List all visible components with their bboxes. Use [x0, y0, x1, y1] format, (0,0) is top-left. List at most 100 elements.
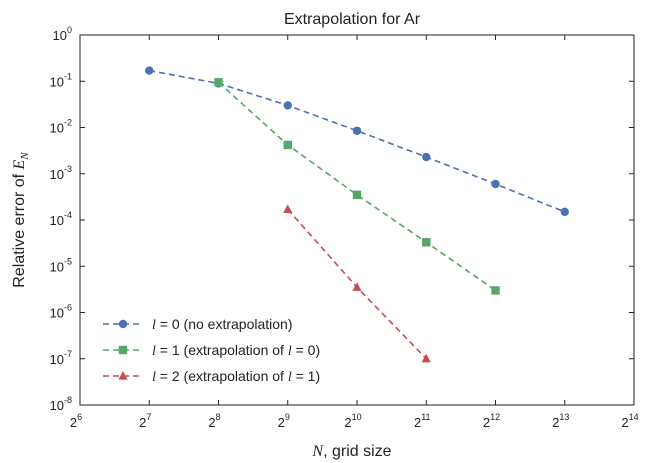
y-tick-exponent: -2 [64, 118, 72, 128]
x-tick-base: 2 [621, 415, 628, 430]
x-tick-exponent: 14 [629, 412, 639, 422]
x-tick-exponent: 10 [352, 412, 362, 422]
y-tick-exponent: 0 [67, 25, 72, 35]
y-tick-label: 10-8 [50, 395, 72, 413]
y-tick-exponent: -8 [64, 395, 72, 405]
x-tick-exponent: 11 [421, 412, 430, 422]
x-tick-label: 210 [344, 412, 361, 430]
x-tick-exponent: 13 [559, 412, 569, 422]
legend-label-part: l [152, 344, 156, 359]
y-tick-exponent: -5 [64, 256, 72, 266]
series-1 [214, 78, 500, 295]
x-tick-label: 28 [208, 412, 220, 430]
legend-label-part: l [288, 370, 292, 385]
y-tick-label: 10-1 [50, 71, 72, 89]
x-tick-label: 26 [70, 412, 82, 430]
legend-label: l = 1 (extrapolation of l = 0) [152, 342, 320, 359]
legend-label-part: (extrapolation of [180, 368, 288, 384]
y-axis-label-symbol: E [11, 159, 28, 170]
data-point [421, 353, 431, 363]
legend-label-part: (extrapolation of [180, 342, 288, 358]
legend-label-part: l [152, 318, 156, 333]
y-tick-base: 10 [53, 28, 67, 43]
x-tick-base: 2 [552, 415, 559, 430]
legend-label-part: = 1 [156, 342, 180, 358]
data-point [214, 78, 223, 87]
y-tick-exponent: -6 [64, 303, 72, 313]
data-point [422, 238, 431, 247]
x-tick-base: 2 [344, 415, 351, 430]
y-tick-label: 10-6 [50, 303, 72, 321]
y-tick-label: 10-7 [50, 349, 72, 367]
y-tick-base: 10 [50, 398, 64, 413]
y-tick-base: 10 [50, 259, 64, 274]
x-axis-label: N, grid size [311, 443, 391, 460]
series-layer [145, 66, 569, 363]
data-point [560, 207, 569, 217]
y-tick-label: 10-4 [50, 210, 72, 228]
y-tick-base: 10 [50, 167, 64, 182]
data-point [352, 282, 362, 291]
x-tick-label: 213 [552, 412, 569, 430]
legend-label-part: = 2 [156, 368, 180, 384]
x-axis-label-symbol: N [311, 443, 324, 460]
x-tick-label: 27 [139, 412, 151, 430]
y-tick-exponent: -4 [64, 210, 72, 220]
legend-label: l = 2 (extrapolation of l = 1) [152, 368, 320, 385]
y-tick-exponent: -1 [64, 71, 72, 81]
series-2 [283, 204, 431, 363]
y-tick-exponent: -3 [64, 164, 72, 174]
legend-label-part: = 0 [156, 316, 180, 332]
data-point [283, 204, 293, 213]
x-tick-base: 2 [483, 415, 490, 430]
legend-item: l = 0 (no extrapolation) [103, 316, 292, 333]
y-axis-label-text: Relative error of [11, 169, 28, 287]
y-tick-base: 10 [50, 352, 64, 367]
y-axis-label: Relative error of EN [11, 152, 31, 288]
legend: l = 0 (no extrapolation)l = 1 (extrapola… [103, 316, 320, 385]
legend-label-part: = 0) [292, 342, 320, 358]
data-point [283, 101, 292, 110]
x-tick-base: 2 [70, 415, 77, 430]
y-tick-base: 10 [50, 121, 64, 136]
legend-label-part: l [152, 370, 156, 385]
data-point [422, 152, 431, 162]
x-tick-exponent: 9 [285, 412, 290, 422]
y-tick-base: 10 [50, 74, 64, 89]
x-tick-label: 212 [483, 412, 500, 430]
legend-label-part: l [288, 344, 292, 359]
legend-label-part: (no extrapolation) [180, 316, 293, 332]
x-tick-label: 214 [621, 412, 638, 430]
data-point [352, 126, 362, 135]
y-tick-label: 10-5 [50, 256, 72, 274]
chart-title: Extrapolation for Ar [284, 11, 421, 28]
x-tick-base: 2 [139, 415, 146, 430]
x-tick-base: 2 [278, 415, 285, 430]
y-tick-label: 10-3 [50, 164, 72, 182]
data-point [491, 179, 500, 189]
x-tick-exponent: 8 [216, 412, 221, 422]
data-point [283, 140, 292, 150]
x-tick-base: 2 [208, 415, 215, 430]
x-tick-label: 211 [414, 412, 431, 430]
x-tick-label: 29 [278, 412, 290, 430]
legend-label: l = 0 (no extrapolation) [152, 316, 292, 333]
x-axis: 26 27 28 29 210 211 212 213 214 [70, 35, 639, 430]
x-tick-exponent: 12 [490, 412, 500, 422]
y-axis-label-subscript: N [19, 152, 31, 161]
legend-marker [118, 371, 128, 380]
y-tick-label: 100 [53, 25, 72, 43]
x-tick-base: 2 [414, 415, 421, 430]
data-point [145, 66, 154, 75]
legend-marker [118, 345, 128, 355]
x-tick-exponent: 6 [77, 412, 82, 422]
y-tick-exponent: -7 [64, 349, 72, 359]
series-line [217, 81, 496, 292]
legend-item: l = 1 (extrapolation of l = 0) [103, 342, 320, 359]
x-axis-label-text: , grid size [323, 443, 392, 460]
legend-marker [118, 319, 128, 329]
y-tick-base: 10 [50, 306, 64, 321]
legend-item: l = 2 (extrapolation of l = 1) [103, 368, 320, 385]
